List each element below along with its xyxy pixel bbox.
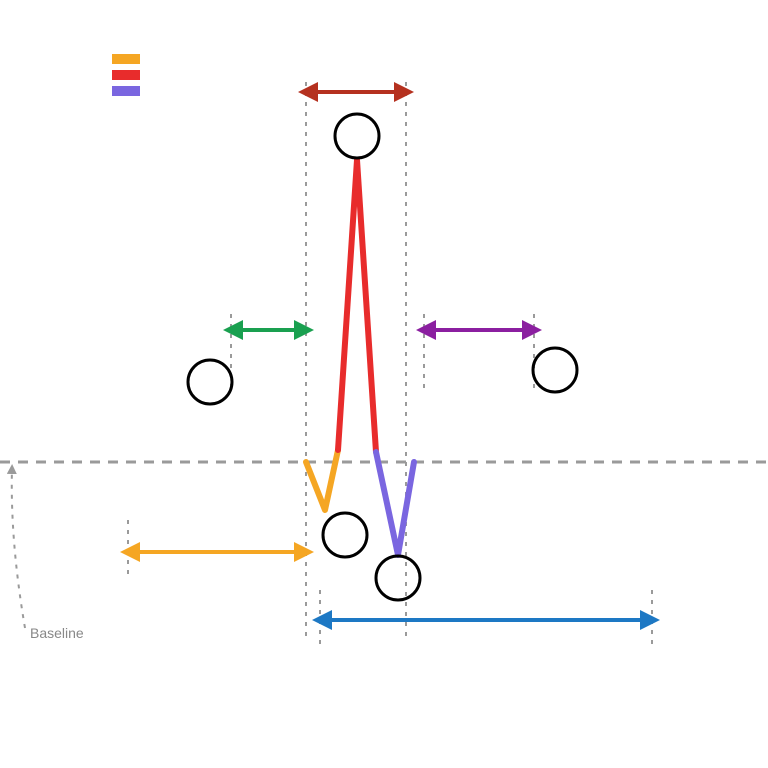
marker-circle-top — [335, 114, 379, 158]
marker-circle-right_mid — [533, 348, 577, 392]
ecg-diagram: Baseline — [0, 0, 768, 768]
legend-swatch-orange — [112, 54, 140, 64]
marker-circle-bot_right — [376, 556, 420, 600]
trace-violet — [376, 452, 414, 555]
trace-orange — [306, 450, 338, 510]
legend-swatch-violet — [112, 86, 140, 96]
marker-circle-bot_left — [323, 513, 367, 557]
baseline-pointer — [12, 468, 25, 628]
marker-circle-left_mid — [188, 360, 232, 404]
trace-red — [338, 160, 376, 452]
legend-swatch-red — [112, 70, 140, 80]
baseline-label: Baseline — [30, 625, 84, 641]
